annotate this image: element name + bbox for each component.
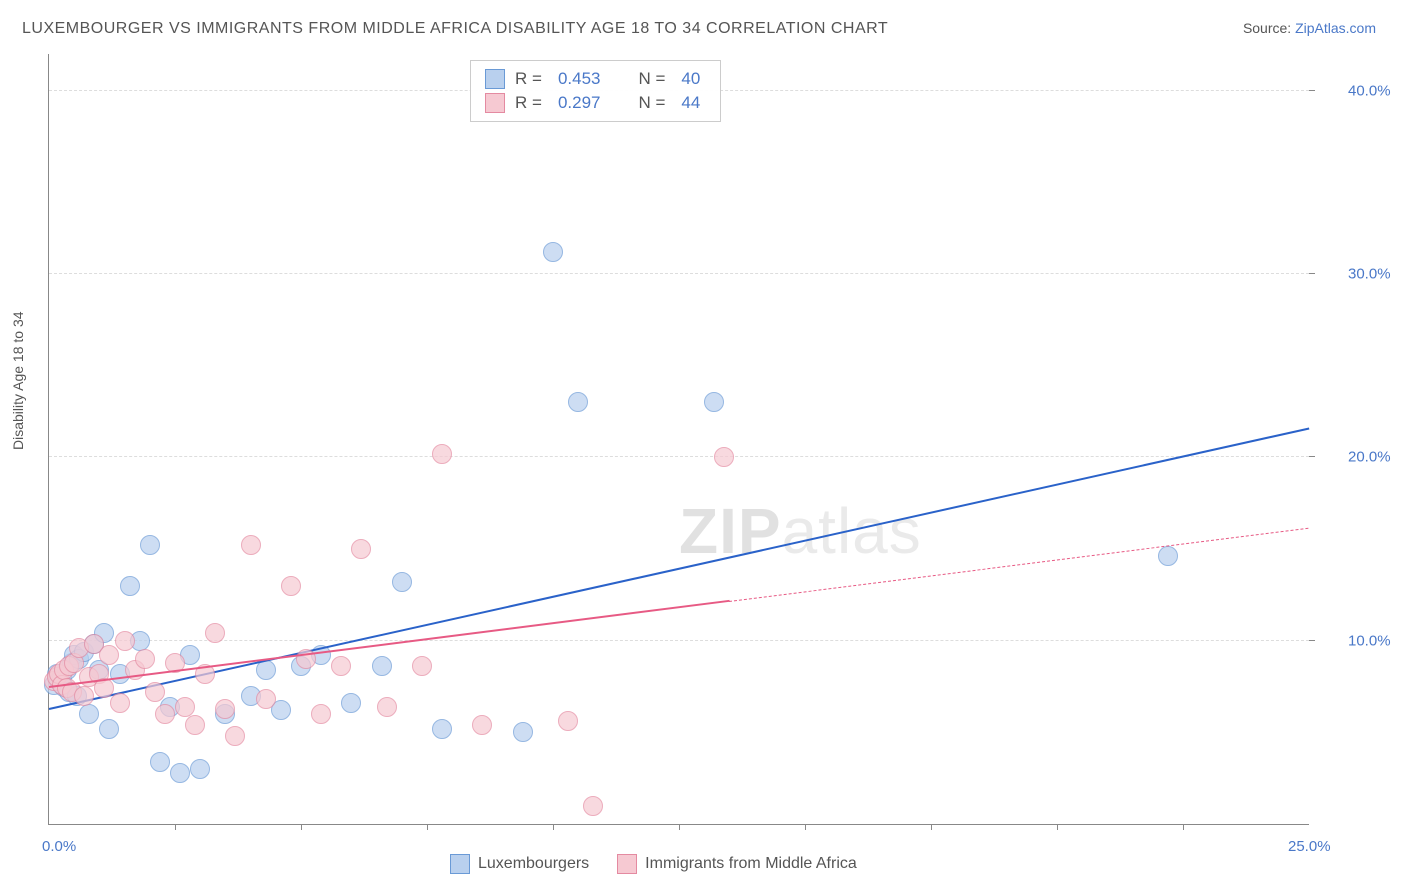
- scatter-point-mid: [351, 539, 371, 559]
- x-tick-label: 25.0%: [1288, 838, 1331, 855]
- scatter-point-mid: [155, 704, 175, 724]
- scatter-point-mid: [225, 726, 245, 746]
- scatter-point-lux: [190, 759, 210, 779]
- x-tick-mark: [679, 824, 680, 830]
- scatter-point-lux: [513, 722, 533, 742]
- x-tick-mark: [427, 824, 428, 830]
- scatter-point-mid: [412, 656, 432, 676]
- r-value-mid: 0.297: [558, 93, 601, 113]
- scatter-point-lux: [568, 392, 588, 412]
- chart-title: LUXEMBOURGER VS IMMIGRANTS FROM MIDDLE A…: [22, 20, 888, 38]
- legend-label-mid: Immigrants from Middle Africa: [645, 855, 857, 873]
- scatter-point-mid: [175, 697, 195, 717]
- x-tick-mark: [931, 824, 932, 830]
- x-tick-mark: [805, 824, 806, 830]
- scatter-point-mid: [145, 682, 165, 702]
- scatter-point-lux: [120, 576, 140, 596]
- scatter-point-lux: [79, 704, 99, 724]
- scatter-point-mid: [135, 649, 155, 669]
- legend-item-mid: Immigrants from Middle Africa: [617, 854, 857, 874]
- scatter-point-mid: [99, 645, 119, 665]
- scatter-point-mid: [115, 631, 135, 651]
- scatter-point-mid: [215, 699, 235, 719]
- y-tick-mark: [1309, 273, 1315, 274]
- legend-swatch-lux-icon: [450, 854, 470, 874]
- legend-label-lux: Luxembourgers: [478, 855, 589, 873]
- legend-swatch-mid: [485, 93, 505, 113]
- scatter-point-mid: [583, 796, 603, 816]
- legend-item-lux: Luxembourgers: [450, 854, 589, 874]
- scatter-point-lux: [150, 752, 170, 772]
- n-label: N =: [638, 69, 665, 89]
- grid-line: [49, 456, 1309, 457]
- scatter-point-mid: [281, 576, 301, 596]
- grid-line: [49, 640, 1309, 641]
- y-tick-mark: [1309, 90, 1315, 91]
- scatter-point-lux: [170, 763, 190, 783]
- correlation-legend-row-2: R = 0.297 N = 44: [485, 91, 706, 115]
- scatter-point-lux: [704, 392, 724, 412]
- y-tick-label: 40.0%: [1348, 82, 1386, 99]
- legend-swatch-mid-icon: [617, 854, 637, 874]
- scatter-point-mid: [311, 704, 331, 724]
- source-link[interactable]: ZipAtlas.com: [1295, 20, 1376, 36]
- n-value-lux: 40: [681, 69, 700, 89]
- y-tick-label: 30.0%: [1348, 266, 1386, 283]
- x-tick-mark: [553, 824, 554, 830]
- r-label: R =: [515, 93, 542, 113]
- scatter-point-mid: [377, 697, 397, 717]
- scatter-point-mid: [205, 623, 225, 643]
- r-value-lux: 0.453: [558, 69, 601, 89]
- scatter-point-mid: [558, 711, 578, 731]
- x-tick-label: 0.0%: [42, 838, 76, 855]
- y-axis-label: Disability Age 18 to 34: [10, 311, 26, 450]
- source-attribution: Source: ZipAtlas.com: [1243, 20, 1376, 36]
- scatter-point-mid: [331, 656, 351, 676]
- correlation-legend: R = 0.453 N = 40 R = 0.297 N = 44: [470, 60, 721, 122]
- scatter-point-lux: [543, 242, 563, 262]
- scatter-point-mid: [432, 444, 452, 464]
- scatter-point-lux: [99, 719, 119, 739]
- series-legend: Luxembourgers Immigrants from Middle Afr…: [450, 854, 857, 874]
- legend-swatch-lux: [485, 69, 505, 89]
- scatter-point-mid: [256, 689, 276, 709]
- x-tick-mark: [1057, 824, 1058, 830]
- n-label: N =: [638, 93, 665, 113]
- scatter-point-lux: [341, 693, 361, 713]
- correlation-legend-row-1: R = 0.453 N = 40: [485, 67, 706, 91]
- y-tick-mark: [1309, 456, 1315, 457]
- scatter-point-lux: [432, 719, 452, 739]
- y-tick-label: 20.0%: [1348, 449, 1386, 466]
- scatter-point-lux: [372, 656, 392, 676]
- scatter-point-lux: [392, 572, 412, 592]
- scatter-point-mid: [241, 535, 261, 555]
- scatter-point-mid: [74, 686, 94, 706]
- scatter-point-mid: [110, 693, 130, 713]
- scatter-point-mid: [714, 447, 734, 467]
- x-tick-mark: [301, 824, 302, 830]
- plot-area: ZIPatlas: [48, 54, 1309, 825]
- y-tick-label: 10.0%: [1348, 632, 1386, 649]
- y-tick-mark: [1309, 640, 1315, 641]
- trend-line-lux: [49, 428, 1309, 710]
- watermark: ZIPatlas: [679, 494, 922, 568]
- n-value-mid: 44: [681, 93, 700, 113]
- scatter-point-lux: [140, 535, 160, 555]
- x-tick-mark: [175, 824, 176, 830]
- trend-line-mid: [49, 600, 730, 688]
- scatter-point-lux: [1158, 546, 1178, 566]
- x-tick-mark: [1183, 824, 1184, 830]
- source-prefix: Source:: [1243, 20, 1295, 36]
- grid-line: [49, 273, 1309, 274]
- scatter-point-mid: [185, 715, 205, 735]
- r-label: R =: [515, 69, 542, 89]
- scatter-point-mid: [472, 715, 492, 735]
